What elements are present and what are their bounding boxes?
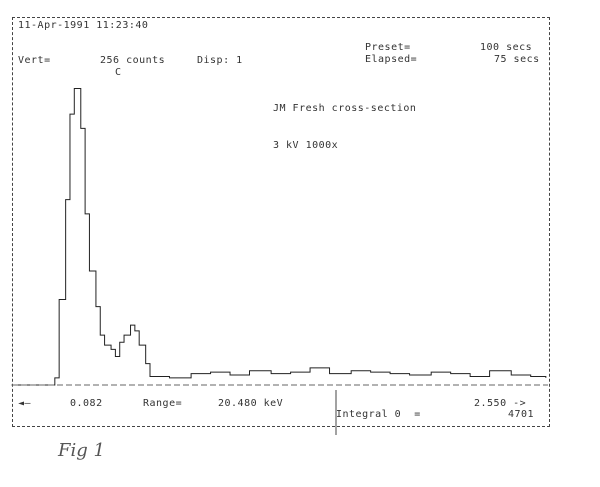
integral-value: 4701 — [508, 409, 535, 420]
start-energy: 0.082 — [70, 398, 103, 409]
vert-label: Vert= — [18, 55, 51, 66]
sample-label: JM Fresh cross-section — [273, 103, 417, 114]
preset-value: 100 secs — [480, 42, 533, 53]
range-label: Range= — [143, 398, 183, 409]
display-frame — [12, 17, 550, 427]
elapsed-value: 75 secs — [494, 54, 540, 65]
preset-label: Preset= — [365, 42, 411, 53]
vert-value: 256 counts — [100, 55, 166, 66]
scroll-left-arrow[interactable]: ◄— — [18, 398, 32, 409]
cursor-value: 2.550 -> — [474, 398, 527, 409]
handwritten-caption: Fig 1 — [58, 440, 105, 461]
spectrum-trace — [11, 87, 547, 386]
integral-label: Integral 0 = — [336, 409, 421, 420]
conditions-label: 3 kV 1000x — [273, 140, 339, 151]
disp: Disp: 1 — [197, 55, 243, 66]
elapsed-label: Elapsed= — [365, 54, 418, 65]
datetime: 11-Apr-1991 11:23:40 — [18, 20, 149, 31]
range-value: 20.480 keV — [218, 398, 284, 409]
peak-label-c: C — [115, 67, 122, 78]
